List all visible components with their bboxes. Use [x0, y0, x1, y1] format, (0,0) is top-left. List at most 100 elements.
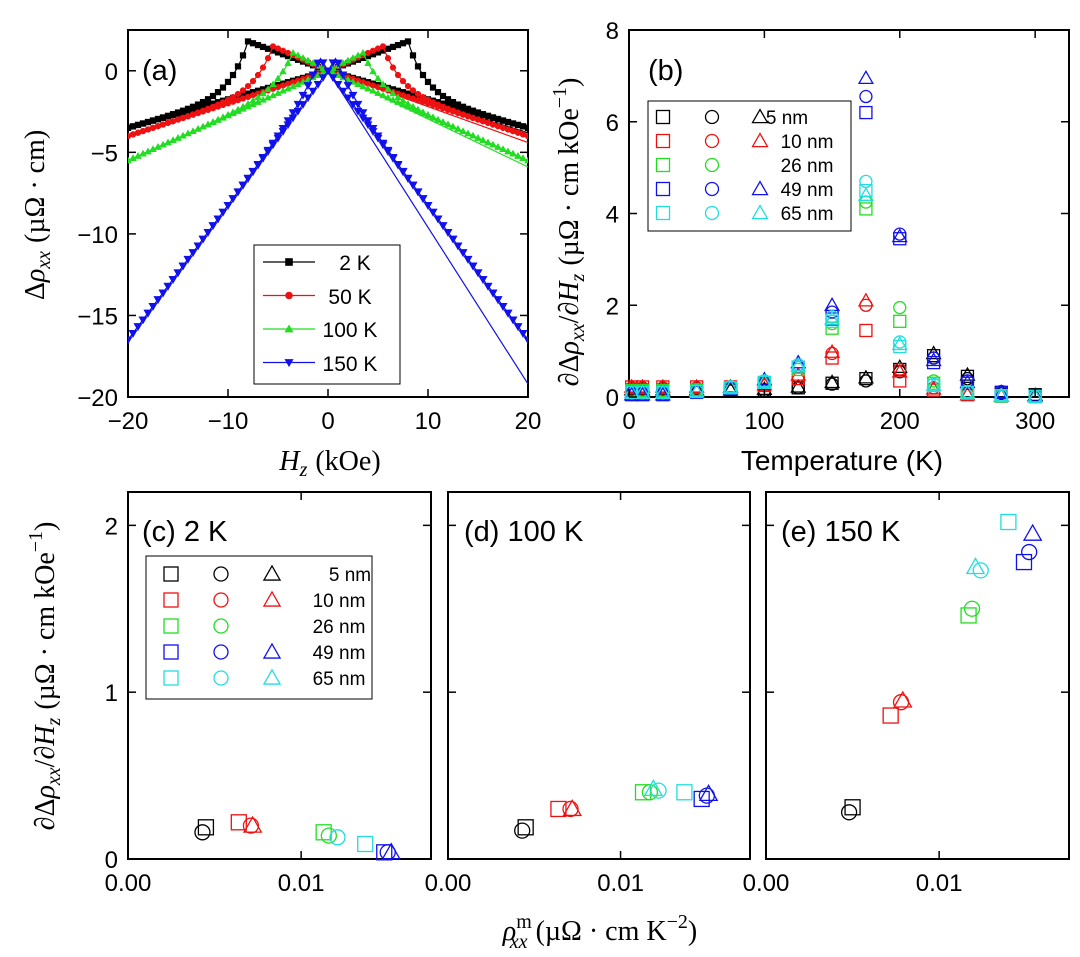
- panel-c-label: (c) 2 K: [142, 516, 228, 548]
- panel-a-point-150k: [508, 316, 518, 325]
- panel-b-legend-label-26nm: 26 nm: [781, 156, 834, 177]
- panel-d-xlabel: ρm xx (µΩ · cm K−2): [502, 911, 697, 953]
- panel-a-series-group: [128, 38, 528, 385]
- panel-c-legend-marker-black-circle: [213, 566, 229, 582]
- panel-a-point-100k: [299, 54, 307, 61]
- panel-a-point-150k: [498, 303, 508, 311]
- panel-a-point-100k: [129, 154, 137, 161]
- panel-c-ylabel: ∂Δρxx/∂Hz (µΩ · cm kOe−1): [25, 522, 65, 831]
- panel-b-point-blue-circle: [893, 227, 907, 241]
- panel-a-point-100k: [259, 89, 267, 97]
- panel-d-point-blue-triangle: [698, 784, 719, 802]
- panel-b-point-red-triangle: [824, 343, 841, 358]
- panel-c-legend-box: [145, 555, 373, 700]
- panel-b-point-red-square: [859, 323, 873, 338]
- panel-b-point-blue-circle: [825, 305, 839, 319]
- panel-a-legend: 2 K 50 K 100 K 150 K: [253, 244, 401, 385]
- panel-b-xtick-label: 300: [1015, 408, 1055, 435]
- panel-a-point-100k: [509, 149, 517, 157]
- panel-c-ylabel-mid: /∂: [30, 746, 61, 768]
- panel-a-point-100k: [174, 134, 182, 141]
- panel-b-point-cyan-triangle: [634, 384, 651, 399]
- panel-b-legend-marker-red-triangle: [751, 132, 769, 148]
- panel-b-ylabel-var2: H: [554, 280, 585, 303]
- panel-a-point-150k: [463, 255, 473, 264]
- panel-a-point-150k: [283, 117, 293, 126]
- panel-a-point-100k: [459, 127, 467, 135]
- panel-a-point-100k: [264, 93, 272, 101]
- panel-c-point-red-triangle: [242, 815, 263, 833]
- panel-a-point-100k: [289, 82, 297, 90]
- panel-a-xlabel: Hz (kOe): [278, 446, 380, 481]
- panel-a-point-150k: [208, 222, 218, 230]
- panel-a-point-150k: [428, 208, 438, 217]
- panel-b-point-cyan-triangle: [959, 384, 976, 399]
- panel-b-point-cyan-triangle: [688, 383, 705, 398]
- panel-a-point-150k: [153, 296, 163, 305]
- panel-a-point-100k: [249, 100, 257, 108]
- panel-a-point-150k: [433, 215, 443, 224]
- panel-a-point-100k: [244, 100, 252, 107]
- panel-a-point-100k: [389, 89, 397, 97]
- panel-d-plot-area: [514, 779, 719, 839]
- panel-a-point-100k: [369, 67, 377, 75]
- panel-a-point-150k: [293, 100, 303, 109]
- panel-a-point-100k: [444, 120, 452, 128]
- panel-b-legend-label-10nm: 10 nm: [781, 132, 834, 153]
- panel-a-point-150k: [473, 269, 483, 278]
- panel-a-ytick-label: −5: [91, 140, 118, 167]
- panel-c-legend-marker-green-circle: [213, 618, 229, 634]
- panel-c-legend-label-5nm: 5 nm: [329, 565, 371, 586]
- panel-a-point-2k: [424, 78, 432, 86]
- panel-a-point-100k: [179, 131, 187, 139]
- panel-a-point-150k: [158, 289, 168, 298]
- panel-b-point-green-square: [859, 202, 873, 216]
- panel-a-point-100k: [494, 143, 502, 150]
- panel-a-ylabel-unit: (µΩ · cm): [20, 130, 51, 243]
- panel-a-point-150k: [493, 296, 503, 305]
- panel-b-xlabel: Temperature (K): [741, 445, 943, 476]
- panel-a-point-50k: [404, 83, 412, 90]
- panel-a-point-100k: [184, 129, 192, 137]
- panel-d-label: (d) 100 K: [464, 516, 584, 548]
- panel-a-point-150k: [468, 262, 478, 271]
- panel-e-point-red-triangle: [893, 690, 913, 708]
- panel-a-xlabel-sub: z: [299, 459, 308, 481]
- panel-c-legend-marker-blue-triangle: [262, 642, 282, 659]
- panel-c-legend-marker-blue-circle: [213, 644, 229, 660]
- panel-a-point-150k: [358, 109, 368, 117]
- panel-b-xtick-label: 0: [622, 408, 635, 435]
- panel-a-point-100k: [164, 138, 172, 146]
- panel-b-point-red-triangle: [790, 366, 807, 381]
- panel-a-point-100k: [284, 59, 292, 66]
- panel-a-point-150k: [318, 59, 328, 68]
- panel-b-point-cyan-triangle: [654, 384, 671, 399]
- panel-a-point-100k: [204, 120, 212, 128]
- panel-e-label: (e) 150 K: [781, 516, 901, 548]
- panel-b-point-red-triangle: [891, 363, 908, 378]
- panel-a-plot-area: [128, 38, 528, 385]
- panel-a-point-100k: [219, 113, 227, 120]
- panel-d-xlabel-sup: m: [516, 911, 532, 933]
- panel-a-point-100k: [434, 116, 442, 123]
- panel-b-ytick-label: 6: [606, 110, 619, 137]
- panel-b-ylabel-pre: ∂Δ: [554, 355, 585, 387]
- panel-b-point-black-triangle: [857, 369, 874, 384]
- panel-a-point-50k: [259, 64, 267, 71]
- panel-b-legend-marker-red-square: [655, 133, 671, 149]
- panel-c-legend: 5 nm 10 nm 26 nm 49 nm 65 nm: [145, 555, 373, 700]
- panel-a-point-100k: [419, 109, 427, 117]
- panel-c-ylabel-var2: H: [30, 724, 61, 747]
- panel-b-legend-marker-blue-circle: [704, 181, 720, 197]
- panel-d-point-cyan-circle: [650, 782, 667, 799]
- panel-a-point-150k: [248, 167, 258, 176]
- panel-a-point-100k: [279, 87, 287, 94]
- panel-a-point-50k: [399, 78, 407, 85]
- panel-a-ylabel-pre: Δ: [20, 282, 51, 300]
- panel-a-point-100k: [514, 152, 522, 159]
- panel-b-point-black-triangle: [959, 366, 976, 381]
- panel-a-ytick-label: 0: [105, 59, 118, 86]
- panel-a-fit-100k: [327, 70, 528, 168]
- panel-b-point-cyan-triangle: [925, 376, 942, 391]
- panel-a-point-50k: [409, 87, 417, 94]
